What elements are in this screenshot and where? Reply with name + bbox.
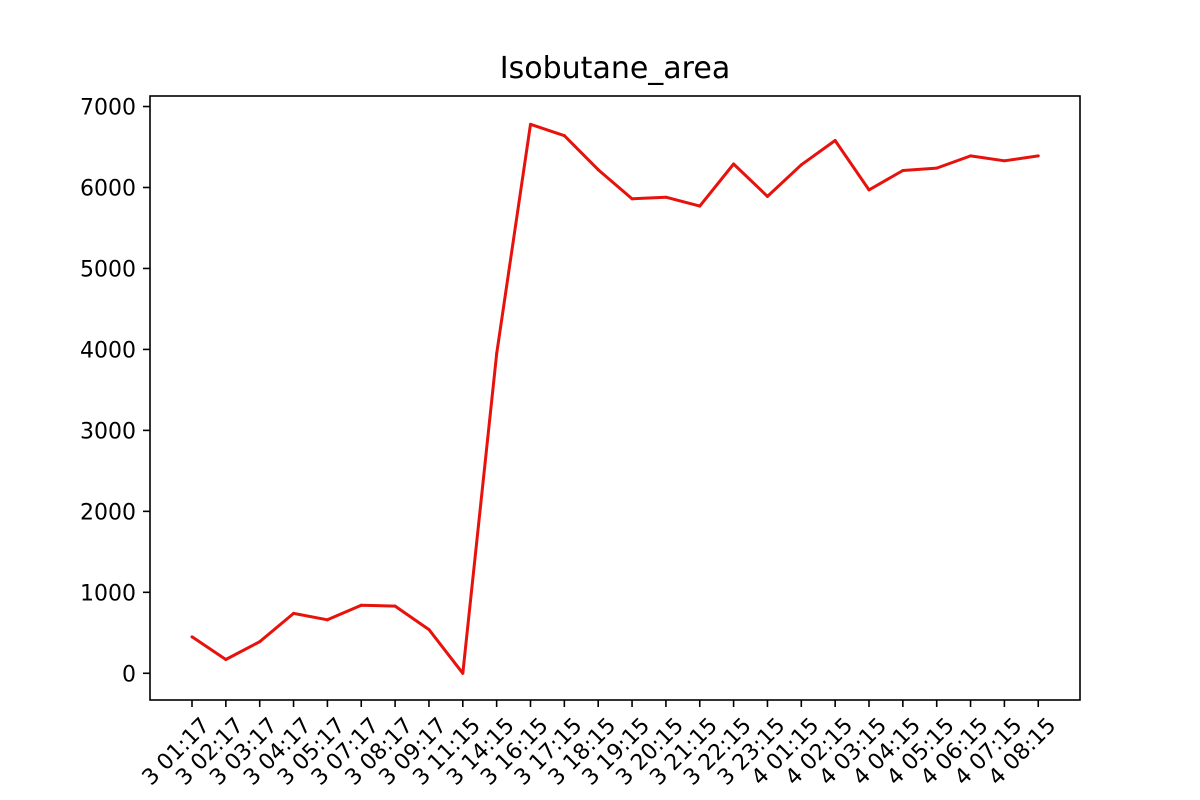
data-point — [495, 351, 499, 355]
y-tick-label: 3000 — [80, 419, 136, 444]
chart-title: Isobutane_area — [500, 51, 730, 86]
data-point — [427, 628, 431, 632]
y-tick-label: 1000 — [80, 581, 136, 606]
data-point — [393, 604, 397, 608]
y-axis: 0 1000 2000 3000 4000 5000 6000 7000 — [80, 96, 150, 687]
data-point — [732, 162, 736, 166]
y-tick-label: 5000 — [80, 257, 136, 282]
data-point — [901, 168, 905, 172]
series-line-0 — [191, 122, 1039, 675]
y-tick-label: 2000 — [80, 500, 136, 525]
data-point — [867, 188, 871, 192]
data-point — [529, 122, 532, 126]
data-point — [224, 658, 228, 662]
data-point — [258, 640, 262, 644]
data-point — [969, 154, 973, 158]
y-tick-label: 6000 — [80, 176, 136, 201]
data-point — [799, 163, 803, 167]
data-point — [664, 195, 668, 199]
data-point — [461, 671, 465, 675]
data-point — [630, 197, 634, 201]
plot-frame — [149, 95, 1081, 701]
data-point — [596, 168, 600, 172]
data-point — [359, 603, 363, 607]
data-point — [292, 611, 296, 615]
plot-lines — [190, 122, 1040, 675]
data-point — [833, 139, 837, 143]
data-point — [765, 194, 769, 198]
data-point — [1036, 154, 1040, 158]
x-axis: 3 01:173 02:173 03:173 04:173 05:173 07:… — [138, 700, 1061, 791]
data-point — [325, 618, 329, 622]
data-point — [698, 204, 702, 208]
data-point — [190, 635, 194, 639]
data-point — [1002, 159, 1006, 163]
data-point — [935, 166, 939, 170]
data-point — [562, 134, 566, 138]
y-tick-label: 4000 — [80, 338, 136, 363]
y-tick-label: 0 — [122, 662, 136, 687]
y-tick-label: 7000 — [80, 96, 136, 121]
